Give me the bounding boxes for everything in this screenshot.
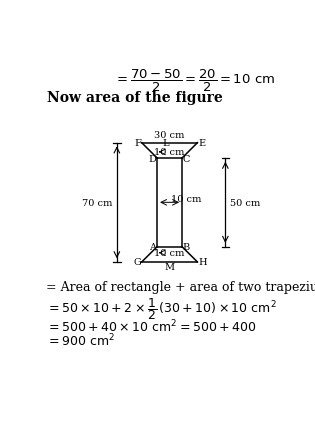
- Text: D: D: [149, 154, 157, 163]
- Text: $= \dfrac{70-50}{2} = \dfrac{20}{2} = 10\ \mathrm{cm}$: $= \dfrac{70-50}{2} = \dfrac{20}{2} = 10…: [114, 68, 275, 94]
- Text: A: A: [149, 242, 157, 251]
- Text: 10 cm: 10 cm: [154, 148, 185, 157]
- Text: C: C: [183, 154, 190, 163]
- Text: $= 900\ \mathrm{cm}^2$: $= 900\ \mathrm{cm}^2$: [46, 332, 115, 349]
- Text: 50 cm: 50 cm: [230, 199, 260, 207]
- Text: Now area of the figure: Now area of the figure: [47, 91, 223, 105]
- Text: M: M: [164, 262, 175, 271]
- Text: F: F: [134, 139, 141, 148]
- Text: L: L: [162, 139, 169, 148]
- Text: H: H: [198, 258, 207, 267]
- Text: E: E: [198, 139, 205, 148]
- Text: $= 50 \times 10 + 2 \times \dfrac{1}{2}\,(30 + 10) \times 10\ \mathrm{cm}^2$: $= 50 \times 10 + 2 \times \dfrac{1}{2}\…: [46, 295, 276, 321]
- Text: G: G: [133, 258, 141, 267]
- Text: $= 500 + 40 \times 10\ \mathrm{cm}^2 = 500 + 400$: $= 500 + 40 \times 10\ \mathrm{cm}^2 = 5…: [46, 319, 256, 335]
- Text: 30 cm: 30 cm: [154, 130, 185, 139]
- Text: = Area of rectangle + area of two trapezium: = Area of rectangle + area of two trapez…: [46, 280, 315, 293]
- Text: 10 cm: 10 cm: [154, 249, 185, 258]
- Text: 10 cm: 10 cm: [171, 195, 202, 204]
- Text: B: B: [183, 242, 190, 251]
- Text: 70 cm: 70 cm: [82, 199, 112, 207]
